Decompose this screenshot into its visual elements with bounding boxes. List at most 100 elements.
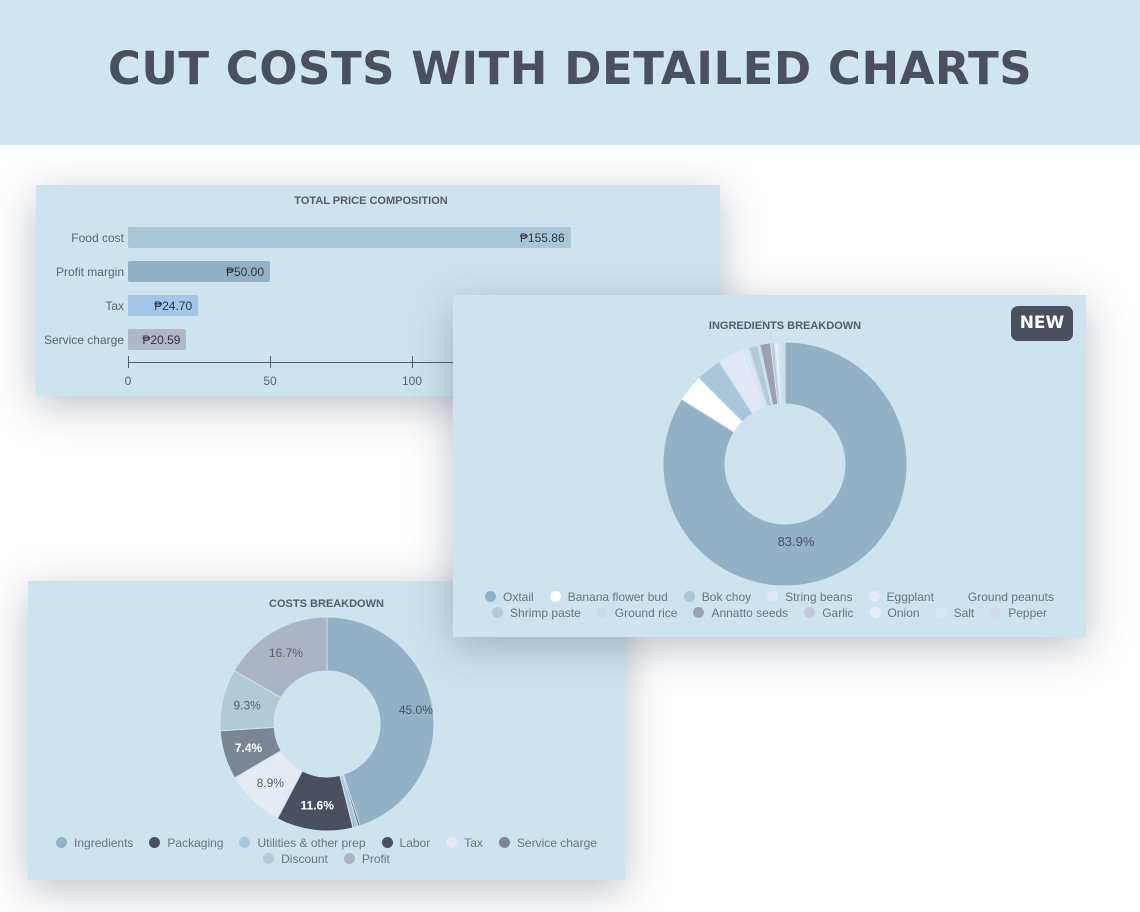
legend-label: Pepper [1008,606,1047,620]
chart-title: COSTS BREAKDOWN [269,598,384,610]
legend-swatch-icon [485,591,497,602]
legend-swatch-icon [446,837,458,848]
legend-label: Utilities & other prep [257,836,366,850]
legend-item[interactable]: Tax [446,835,483,851]
x-axis-line [128,362,728,363]
legend-label: Service charge [516,836,597,850]
legend-swatch-icon [767,591,779,602]
legend-swatch-icon [492,607,504,618]
new-badge: NEW [1011,306,1073,341]
x-tick-label: 100 [401,374,423,388]
legend-item[interactable]: Eggplant [868,589,934,605]
bar [128,329,187,350]
legend-item[interactable]: Bok choy [683,589,752,605]
legend-item[interactable]: Salt [935,605,975,621]
bar [128,295,199,316]
chart-title: INGREDIENTS BREAKDOWN [708,320,862,332]
chart-title: TOTAL PRICE COMPOSITION [294,195,448,207]
legend-label: Ground rice [614,606,678,620]
bar-value-label: ₱50.00 [225,265,264,279]
bar-category-label: Service charge [43,333,124,347]
legend-label: Discount [281,852,328,866]
slice-data-label: 83.9% [778,534,815,549]
legend-item[interactable]: Shrimp paste [492,605,581,621]
legend-label: Banana flower bud [567,590,668,604]
legend: Oxtail Banana flower bud Bok choy String be… [453,589,1086,621]
x-tick-mark [412,356,413,368]
legend-swatch-icon [693,607,705,618]
legend-swatch-icon [56,837,68,848]
legend-item[interactable]: Service charge [498,835,597,851]
legend-label: Ingredients [74,836,134,850]
legend-label: Tax [464,836,483,850]
legend-item[interactable]: Labor [381,835,431,851]
bar [128,227,571,248]
legend-swatch-icon [935,607,947,618]
legend-swatch-icon [683,591,695,602]
ingredients-donut: 83.9% [662,341,908,587]
slice-oxtail [662,341,908,587]
slice-data-label: 9.3% [233,698,261,712]
slice-data-label: 7.4% [235,741,263,755]
legend-item[interactable]: Ground peanuts [949,589,1054,605]
slice-data-label: 11.6% [301,798,335,812]
costs-donut: 45.0% 11.6% 8.9% 7.4% 9.3% 16.7% [219,616,435,832]
legend-label: Shrimp paste [510,606,581,620]
slice-profit [233,616,328,699]
legend-item[interactable]: Garlic [804,605,854,621]
legend-swatch-icon [381,837,393,848]
legend-item[interactable]: Onion [869,605,920,621]
x-tick-label: 0 [124,374,132,388]
legend-item[interactable]: Pepper [990,605,1047,621]
legend-item[interactable]: String beans [767,589,853,605]
slice-data-label: 45.0% [399,703,433,717]
legend-swatch-icon [263,853,275,864]
legend-label: Ground peanuts [967,590,1054,604]
legend-swatch-icon [549,591,561,602]
legend-label: Bok choy [701,590,752,604]
legend-label: String beans [785,590,853,604]
legend-swatch-icon [239,837,251,848]
legend-swatch-icon [596,607,608,618]
bar [128,261,270,282]
bar-value-label: ₱24.70 [154,299,193,313]
legend-item[interactable]: Annatto seeds [693,605,788,621]
legend-swatch-icon [149,837,161,848]
page-title: CUT COSTS WITH DETAILED CHARTS [107,42,1033,95]
bar-category-label: Food cost [71,231,124,245]
x-tick-mark [270,356,271,368]
slice-ingredients [326,616,435,827]
legend: Ingredients Packaging Utilities & other pr… [28,835,625,867]
legend-item[interactable]: Profit [343,851,390,867]
legend-swatch-icon [498,837,510,848]
legend-swatch-icon [804,607,816,618]
header-band [0,0,1140,145]
legend-label: Labor [399,836,431,850]
slice-data-label: 8.9% [257,776,285,790]
legend-item[interactable]: Ingredients [56,835,133,851]
legend-label: Annatto seeds [711,606,789,620]
legend-label: Packaging [167,836,224,850]
x-tick-label: 50 [263,374,277,388]
legend-label: Salt [953,606,975,620]
legend-swatch-icon [343,853,355,864]
bar-value-label: ₱20.59 [142,333,181,347]
legend-label: Garlic [822,606,854,620]
legend-label: Onion [887,606,920,620]
legend-label: Profit [361,852,390,866]
legend-item[interactable]: Oxtail [485,589,534,605]
legend-label: Eggplant [886,590,934,604]
ingredients-breakdown-card: INGREDIENTS BREAKDOWN 83.9% Oxtail Banana… [453,295,1086,637]
legend-item[interactable]: Packaging [149,835,223,851]
bar-category-label: Profit margin [55,265,124,279]
legend-swatch-icon [990,607,1002,618]
legend-item[interactable]: Banana flower bud [549,589,668,605]
legend-label: Oxtail [503,590,534,604]
legend-item[interactable]: Ground rice [596,605,678,621]
legend-item[interactable]: Discount [263,851,328,867]
legend-swatch-icon [868,591,880,602]
bar-category-label: Tax [105,299,124,313]
slice-data-label: 16.7% [269,646,303,660]
legend-swatch-icon [949,591,961,602]
legend-item[interactable]: Utilities & other prep [239,835,366,851]
